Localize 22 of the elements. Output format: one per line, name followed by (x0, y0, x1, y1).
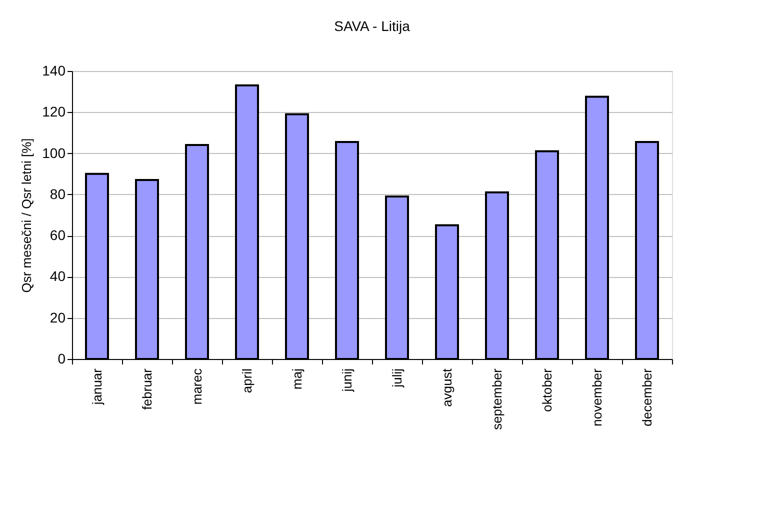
x-tick-label: oktober (540, 368, 554, 412)
x-tick-label: junij (340, 368, 354, 393)
x-tick-label: marec (190, 368, 204, 405)
y-tick-label: 40 (50, 268, 66, 284)
x-tick-label: maj (290, 368, 304, 390)
y-tick-label: 0 (58, 350, 66, 366)
y-tick-label: 140 (42, 62, 66, 78)
x-tick-label: december (640, 368, 654, 426)
x-tick-label: februar (140, 368, 154, 410)
y-tick-label: 100 (42, 144, 66, 161)
x-tick-label: april (240, 368, 254, 394)
x-tick-label: september (490, 368, 504, 430)
x-tick-label: januar (90, 368, 104, 406)
y-tick-label: 120 (42, 104, 66, 120)
y-tick-label: 80 (50, 186, 66, 202)
y-tick-label: 20 (50, 309, 66, 326)
x-tick-label: november (590, 368, 604, 426)
x-tick-label: avgust (440, 368, 454, 407)
x-tick-label: julij (390, 368, 404, 388)
y-axis-title: Qsr mesečni / Qsr letni [%] (19, 138, 34, 293)
y-tick-label: 60 (50, 227, 66, 244)
chart-title: SAVA - Litija (334, 18, 410, 34)
